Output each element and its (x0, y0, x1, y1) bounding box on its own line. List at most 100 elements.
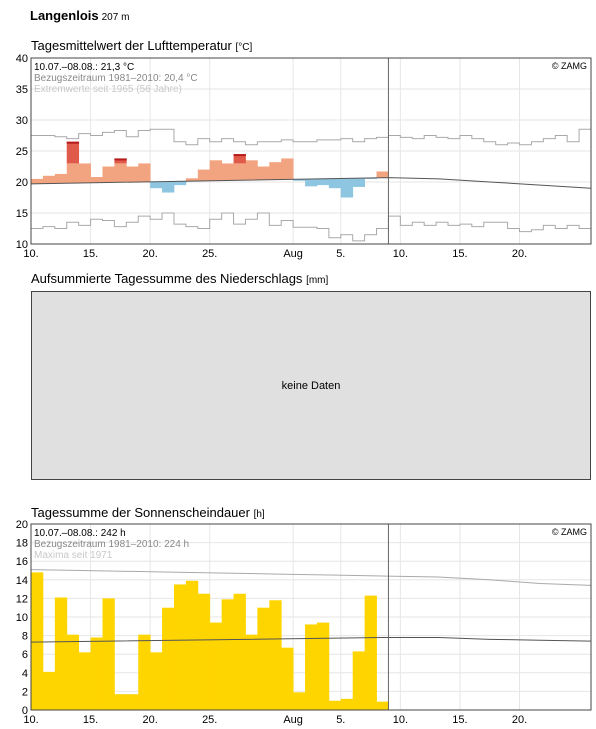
sun-info-line: Maxima seit 1971 (34, 550, 113, 561)
temp-info-line: 10.07.–08.08.: 21,3 °C (34, 62, 134, 73)
sun-bar (90, 637, 103, 710)
temp-x-tick-label: 10. (393, 248, 408, 260)
temp-bar (197, 169, 211, 181)
temp-bar (126, 166, 139, 183)
temp-bar (269, 162, 282, 180)
sun-y-tick-label: 12 (16, 593, 28, 605)
sun-x-tick-label: 10. (23, 714, 38, 726)
temp-x-tick-label: 25. (202, 248, 217, 260)
temp-bar (221, 163, 234, 181)
temp-record-cap (114, 158, 127, 161)
sun-x-tick-label: 15. (83, 714, 98, 726)
sun-y-tick-label: 6 (22, 649, 28, 661)
sun-max-record-line (30, 569, 592, 586)
temp-record-bar (233, 154, 246, 164)
temp-bar (293, 179, 306, 181)
sun-bar (328, 700, 342, 710)
temp-bar (31, 178, 44, 184)
sun-chart: 0 2 4 6 8 10 12 14 16 18 20 10. 15. 20. 25. Aug 5. 10. 15.… (16, 519, 592, 726)
precip-title: Aufsummierte Tagessumme des Niederschlag… (31, 271, 303, 286)
temp-x-tick-label: 10. (23, 248, 38, 260)
temp-chart: 10 15 20 25 30 35 40 10. 15. 20. 25. Aug 5. 10. 15. 20.… (16, 53, 592, 260)
temp-x-tick-label: 20. (512, 248, 527, 260)
temp-max-record-line (31, 128, 591, 146)
temp-record-cap (66, 141, 80, 144)
temp-y-tick-label: 10 (16, 239, 28, 251)
sun-unit: [h] (253, 509, 265, 520)
temp-bar (185, 178, 199, 182)
sun-y-tick-label: 0 (22, 705, 28, 717)
temp-bar (209, 160, 223, 181)
sun-bar (245, 634, 258, 710)
sun-bar (78, 652, 91, 710)
temp-title: Tagesmittelwert der Lufttemperatur (31, 38, 232, 53)
temp-y-tick-label: 15 (16, 208, 28, 220)
temp-bar (316, 178, 330, 186)
temp-info-line: Extremwerte seit 1965 (56 Jahre) (34, 84, 182, 95)
sun-x-tick-label: 15. (452, 714, 467, 726)
sun-bar (364, 595, 377, 710)
sun-bar (257, 607, 270, 710)
sun-bar (150, 652, 163, 710)
temp-bar (233, 163, 246, 181)
sun-bar (54, 597, 68, 710)
sun-section-title: Tagessumme der Sonnenscheindauer [h] (31, 505, 265, 520)
temp-bar (42, 175, 56, 184)
sun-bar (185, 580, 199, 710)
temp-normal-line (30, 177, 592, 189)
sun-y-tick-label: 16 (16, 556, 28, 568)
precip-section-title: Aufsummierte Tagessumme des Niederschlag… (31, 271, 328, 286)
sun-x-tick-label: 5. (336, 714, 345, 726)
temp-x-tick-label: Aug (283, 248, 303, 260)
sun-copyright: © ZAMG (552, 527, 587, 537)
sun-normal-line (30, 636, 592, 643)
precip-no-data-label: keine Daten (281, 379, 341, 392)
sun-bar (352, 651, 366, 710)
precip-chart: keine Daten (31, 291, 591, 480)
temp-bar (173, 181, 187, 186)
temp-record-cap (233, 154, 246, 157)
sun-bar (102, 598, 115, 710)
temp-unit: [°C] (235, 42, 253, 53)
sun-x-tick-label: 20. (143, 714, 158, 726)
sun-bar (305, 624, 318, 710)
temp-bar (162, 181, 175, 193)
sun-x-tick-label: 25. (202, 714, 217, 726)
temp-bar (305, 179, 318, 187)
sun-y-tick-label: 14 (16, 575, 28, 587)
sun-bar (209, 622, 223, 710)
temp-bar (102, 166, 115, 183)
temp-bar (376, 171, 389, 178)
sun-title: Tagessumme der Sonnenscheindauer (31, 505, 250, 520)
temp-bar (54, 173, 68, 184)
sun-x-tick-label: 20. (512, 714, 527, 726)
temp-info-line: Bezugszeitraum 1981–2010: 20,4 °C (34, 73, 198, 84)
temp-bar (138, 163, 151, 182)
temp-bar (245, 160, 258, 181)
sun-x-tick-label: Aug (283, 714, 303, 726)
temp-bar (78, 163, 91, 183)
sun-x-tick-label: 10. (393, 714, 408, 726)
station-elevation: 207 m (101, 12, 130, 23)
temp-y-tick-label: 25 (16, 146, 28, 158)
sun-bar (31, 572, 44, 710)
temp-bar (257, 166, 270, 180)
sun-bar (233, 593, 246, 710)
sun-bar (162, 607, 175, 710)
sun-bar (221, 599, 234, 710)
sun-bar (293, 692, 306, 710)
sun-bar (126, 694, 139, 710)
sun-bar (42, 671, 56, 710)
temp-record-bar (114, 158, 127, 164)
sun-info-line: Bezugszeitraum 1981–2010: 224 h (34, 539, 189, 550)
sun-y-tick-label: 8 (22, 631, 28, 643)
sun-plot-border (30, 523, 592, 711)
temp-bar (352, 178, 366, 187)
temp-section-title: Tagesmittelwert der Lufttemperatur [°C] (31, 38, 252, 53)
temp-x-tick-label: 15. (83, 248, 98, 260)
sun-bar (316, 622, 330, 710)
sun-bar (138, 634, 151, 710)
sun-y-tick-label: 20 (16, 519, 28, 531)
sun-bar (66, 634, 80, 710)
sun-y-tick-label: 18 (16, 538, 28, 550)
